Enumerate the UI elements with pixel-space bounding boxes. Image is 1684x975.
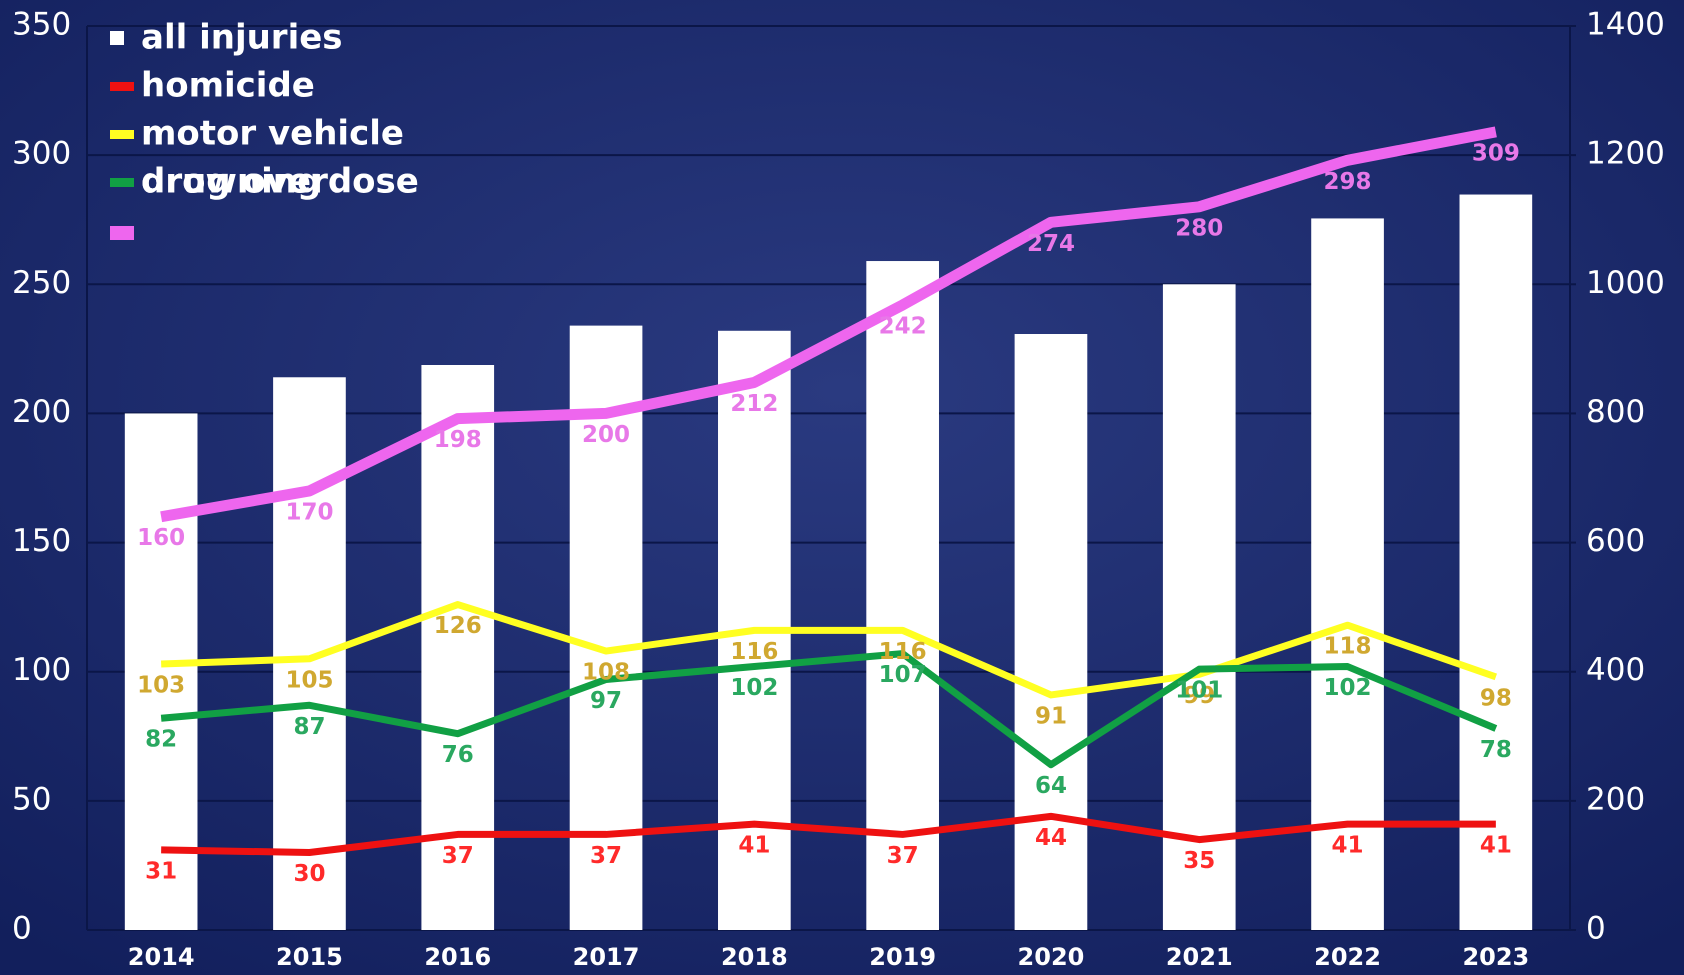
y-tick-label: 50 (12, 781, 51, 817)
y-tick-label: 350 (12, 7, 71, 43)
data-label: 78 (1480, 737, 1512, 763)
data-label: 76 (442, 742, 474, 768)
x-tick-label: 2021 (1166, 943, 1233, 971)
y-tick-label: 0 (12, 911, 32, 947)
legend-marker (110, 31, 124, 45)
data-label: 108 (582, 660, 630, 686)
data-label: 91 (1035, 703, 1067, 729)
legend-marker (110, 226, 134, 240)
data-label: 200 (582, 422, 630, 448)
x-tick-label: 2014 (128, 943, 195, 971)
data-label: 126 (434, 613, 482, 639)
data-label: 107 (879, 662, 927, 688)
data-label: 116 (730, 639, 778, 665)
data-label: 37 (887, 843, 919, 869)
x-tick-label: 2015 (276, 943, 343, 971)
legend-label: homicide (141, 66, 315, 106)
data-label: 102 (730, 675, 778, 701)
y2-tick-label: 400 (1586, 652, 1645, 688)
data-label: 170 (285, 499, 333, 525)
data-label: 64 (1035, 773, 1067, 799)
data-label: 97 (590, 688, 622, 714)
data-label: 102 (1324, 675, 1372, 701)
y-tick-label: 300 (12, 136, 71, 172)
y2-tick-label: 1200 (1586, 136, 1665, 172)
data-label: 160 (137, 525, 185, 551)
y2-tick-label: 800 (1586, 394, 1645, 430)
data-label: 242 (879, 313, 927, 339)
y2-tick-label: 200 (1586, 781, 1645, 817)
data-label: 280 (1175, 215, 1223, 241)
legend-label: motor vehicle (141, 114, 404, 154)
legend-marker (110, 82, 134, 91)
data-label: 116 (879, 639, 927, 665)
data-label: 212 (730, 391, 778, 417)
data-label: 274 (1027, 231, 1075, 257)
data-label: 198 (434, 427, 482, 453)
data-label: 105 (285, 667, 333, 693)
data-label: 37 (442, 843, 474, 869)
data-label: 41 (1332, 833, 1364, 859)
x-tick-label: 2018 (721, 943, 788, 971)
data-label: 31 (145, 858, 177, 884)
data-label: 30 (293, 861, 325, 887)
x-tick-label: 2019 (869, 943, 936, 971)
legend-label: drug overdose (141, 162, 419, 202)
data-label: 44 (1035, 825, 1067, 851)
data-label: 37 (590, 843, 622, 869)
y-tick-label: 100 (12, 652, 71, 688)
data-label: 98 (1480, 685, 1512, 711)
y2-tick-label: 600 (1586, 523, 1645, 559)
x-tick-label: 2022 (1314, 943, 1381, 971)
x-tick-label: 2017 (573, 943, 640, 971)
x-tick-label: 2023 (1462, 943, 1529, 971)
data-label: 35 (1183, 848, 1215, 874)
bar (1460, 195, 1533, 930)
legend-marker (110, 130, 134, 139)
data-label: 103 (137, 672, 185, 698)
data-label: 298 (1324, 169, 1372, 195)
y2-tick-label: 1000 (1586, 265, 1665, 301)
y2-tick-label: 1400 (1586, 7, 1665, 43)
x-tick-label: 2020 (1018, 943, 1085, 971)
x-tick-label: 2016 (424, 943, 491, 971)
data-label: 41 (738, 833, 770, 859)
data-label: 118 (1324, 634, 1372, 660)
legend-marker (110, 178, 134, 187)
y-tick-label: 150 (12, 523, 71, 559)
y2-tick-label: 0 (1586, 911, 1606, 947)
data-label: 309 (1472, 140, 1520, 166)
data-label: 41 (1480, 833, 1512, 859)
y-tick-label: 250 (12, 265, 71, 301)
data-label: 82 (145, 727, 177, 753)
chart: 0 50 100 150 200 250 300 350 0 200 400 600 800 1000 12… (0, 0, 1684, 975)
data-label: 101 (1175, 678, 1223, 704)
legend-label: all injuries (141, 18, 343, 58)
y-tick-label: 200 (12, 394, 71, 430)
data-label: 87 (293, 714, 325, 740)
